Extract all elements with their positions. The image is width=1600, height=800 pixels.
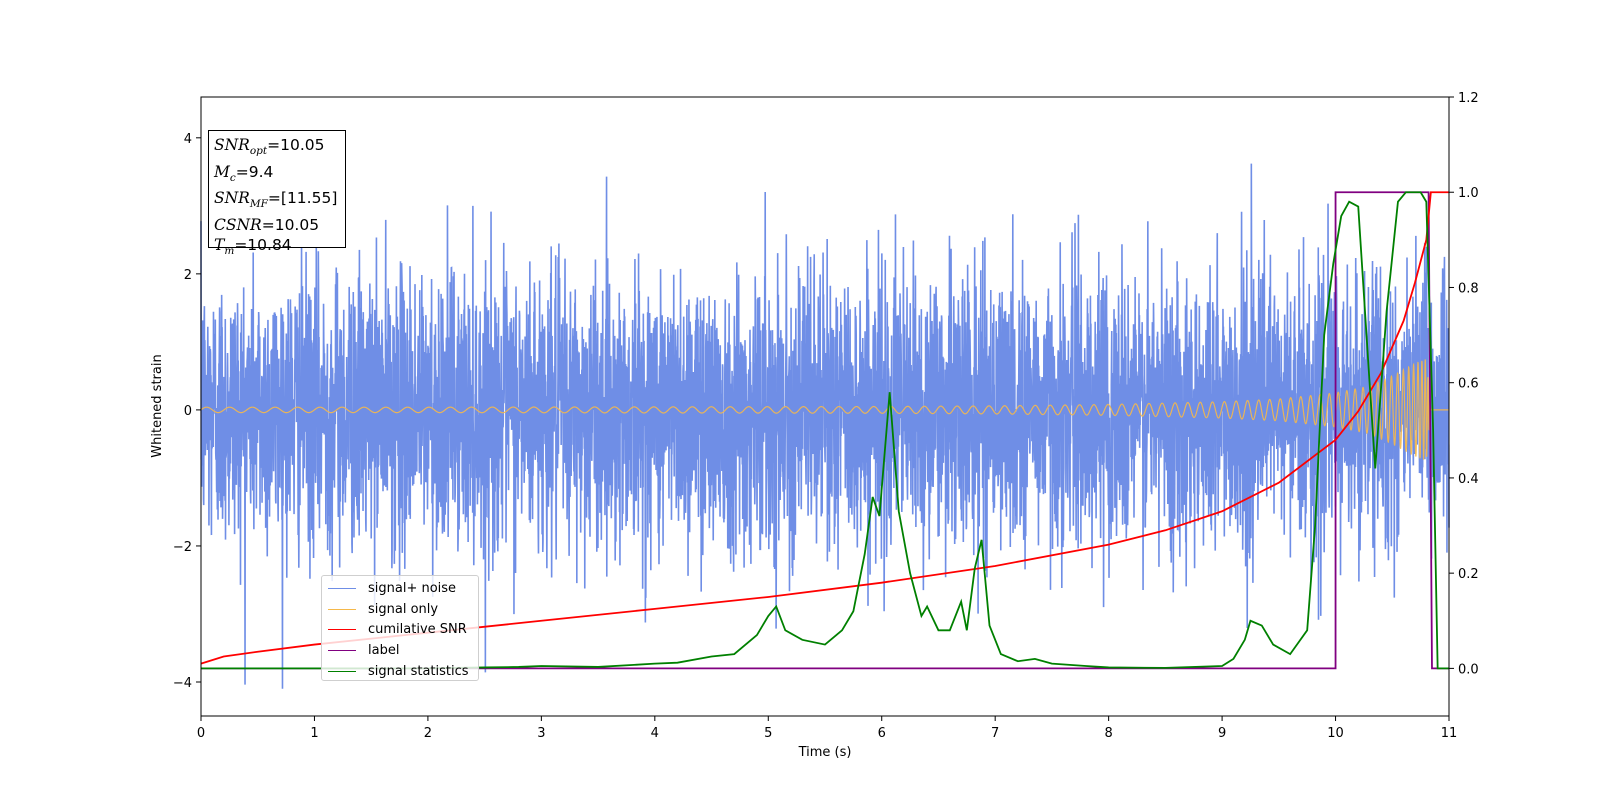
x-tick-label: 10 [1327,726,1344,741]
y2-tick-label: 1.2 [1458,91,1479,106]
snr-annotation-box: SNRopt=10.05 Mc=9.4 SNRMF=[11.55] CSNR=1… [208,130,346,257]
x-tick-label: 11 [1441,726,1458,741]
annotation-snr-mf: SNRMF=[11.55] [214,189,338,211]
annotation-csnr: CSNR=10.05 [214,215,320,234]
x-tick-label: 2 [424,726,432,741]
legend: signal+ noise signal only cumilative SNR… [321,575,479,681]
legend-label: signal+ noise [368,580,457,596]
legend-item-cumulative-snr: cumilative SNR [328,620,478,641]
label-line [201,191,1449,670]
y2-tick-label: 0.6 [1458,377,1479,392]
legend-swatch-label [328,650,356,652]
x-tick-label: 1 [310,726,318,741]
legend-item-label: label [328,640,478,661]
x-tick-label: 9 [1218,726,1226,741]
x-tick-label: 5 [764,726,772,741]
signal-only-series [200,359,1449,460]
annotation-mc: Mc=9.4 [214,162,274,184]
y-tick-label: −2 [173,540,192,555]
y2-tick-label: 0.4 [1458,472,1479,487]
legend-label: label [368,643,400,659]
signal-noise-series [200,163,1450,689]
x-axis-label: Time (s) [798,745,852,760]
legend-label: signal only [368,601,439,617]
plot-frame [200,96,1450,717]
y-tick-label: 4 [184,132,192,147]
y-tick-label: −4 [173,676,192,691]
legend-swatch-signal-statistics [328,671,356,673]
y-tick-label: 2 [184,268,192,283]
signal-noise-line [200,163,1450,689]
y-axis-label: Whitened strain [150,354,165,457]
x-tick-label: 4 [651,726,659,741]
y2-tick-label: 0.2 [1458,567,1479,582]
annotation-snr-opt: SNRopt=10.05 [214,136,325,158]
y2-tick-label: 0.0 [1458,662,1479,677]
signal-statistics-line [201,191,1449,670]
x-tick-label: 0 [197,726,205,741]
legend-label: cumilative SNR [368,622,467,638]
legend-label: signal statistics [368,664,469,680]
legend-item-signal-noise: signal+ noise [328,578,478,599]
x-tick-label: 8 [1104,726,1112,741]
y2-tick-label: 0.8 [1458,281,1479,296]
legend-swatch-signal-noise [328,587,356,589]
y-tick-label: 0 [184,404,192,419]
signal-only-line [200,359,1449,460]
legend-item-signal-statistics: signal statistics [328,661,478,682]
y2-tick-label: 1.0 [1458,186,1479,201]
x-tick-label: 3 [537,726,545,741]
legend-swatch-signal-only [328,608,356,610]
x-tick-label: 7 [991,726,999,741]
legend-swatch-cumulative-snr [328,629,356,631]
axes: 0 1 2 3 4 5 6 7 8 9 10 11 4 2 0 −2 −4 1.2 1.0 0.8 0.6 0.4 0.2 0… [173,91,1479,741]
legend-item-signal-only: signal only [328,599,478,620]
x-tick-label: 6 [878,726,886,741]
annotation-tm: Tm=10.84 [214,236,292,258]
